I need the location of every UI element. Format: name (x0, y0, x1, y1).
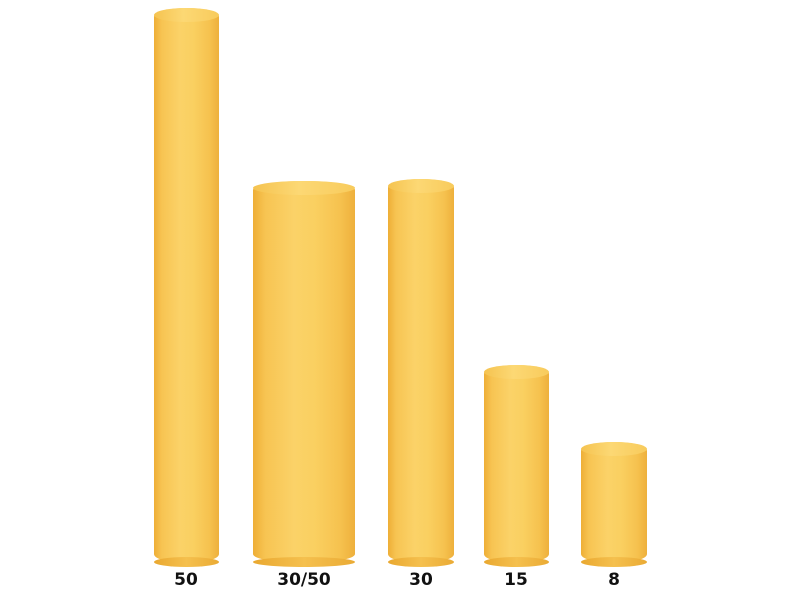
roll-top (484, 365, 549, 379)
roll-label-50: 50 (174, 570, 198, 590)
roll-30 (388, 179, 454, 567)
roll-8 (581, 442, 647, 567)
roll-top (154, 8, 219, 22)
roll-top (581, 442, 647, 456)
roll-bottom (253, 557, 355, 567)
roll-bottom (484, 557, 549, 567)
roll-15 (484, 365, 549, 567)
roll-top (253, 181, 355, 195)
roll-bottom (154, 557, 219, 567)
roll-50 (154, 8, 219, 567)
roll-bottom (581, 557, 647, 567)
roll-label-30-50: 30/50 (277, 570, 331, 590)
roll-label-30: 30 (409, 570, 433, 590)
roll-label-15: 15 (504, 570, 528, 590)
roll-30-50 (253, 181, 355, 567)
roll-bottom (388, 557, 454, 567)
roll-label-8: 8 (608, 570, 620, 590)
roll-top (388, 179, 454, 193)
